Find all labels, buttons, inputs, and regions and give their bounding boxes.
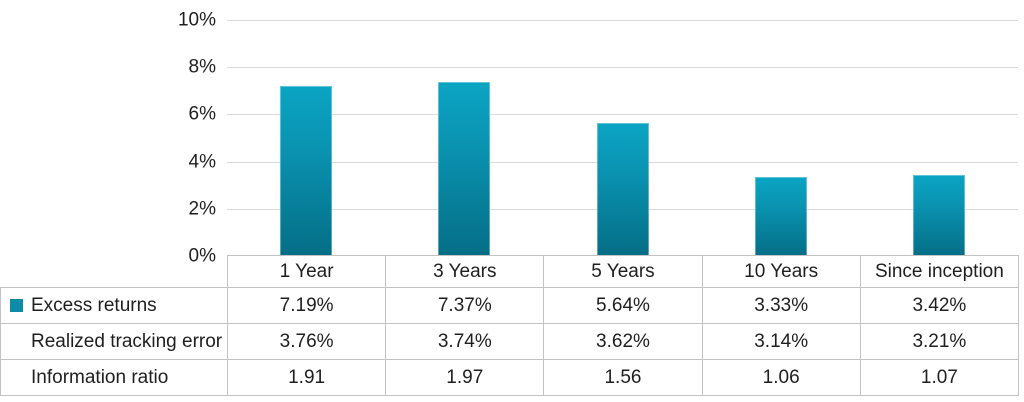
- bar-10-years: [754, 177, 807, 256]
- value-cell: 7.37%: [385, 287, 545, 324]
- gridline: [227, 114, 1018, 116]
- gridline: [227, 67, 1018, 69]
- row-label-cell: Excess returns: [0, 287, 228, 324]
- column-header-cell: 10 Years: [701, 255, 861, 288]
- table-corner-spacer: [1, 256, 228, 288]
- table-row: Information ratio 1.91 1.97 1.56 1.06 1.07: [0, 359, 1020, 396]
- value-cell: 1.56: [543, 359, 703, 396]
- value-cell: 5.64%: [543, 287, 703, 324]
- value-cell: 1.91: [226, 359, 387, 396]
- bar-since-inception: [912, 175, 965, 256]
- data-table: 1 Year 3 Years 5 Years 10 Years Since incept…: [0, 255, 1020, 396]
- y-axis-tick-label: 2%: [188, 198, 216, 220]
- value-cell: 3.33%: [701, 287, 861, 324]
- value-cell: 3.76%: [226, 323, 387, 360]
- value-cell: 3.14%: [701, 323, 861, 360]
- excess-returns-legend-icon: [10, 298, 23, 312]
- bar-3-years: [438, 82, 491, 256]
- y-axis-tick-label: 0%: [188, 245, 216, 267]
- y-axis-tick-label: 8%: [188, 56, 216, 78]
- row-label-cell: Information ratio: [0, 359, 228, 396]
- y-axis-tick-label: 10%: [177, 9, 216, 31]
- y-axis-tick-label: 4%: [188, 151, 216, 173]
- y-axis-tick-label: 6%: [188, 103, 216, 125]
- value-cell: 1.97: [385, 359, 545, 396]
- value-cell: 1.07: [859, 359, 1020, 396]
- value-cell: 1.06: [701, 359, 861, 396]
- value-cell: 3.42%: [859, 287, 1020, 324]
- column-header-cell: 5 Years: [543, 255, 703, 288]
- column-header-cell: 1 Year: [226, 255, 387, 288]
- column-header-cell: 3 Years: [385, 255, 545, 288]
- value-cell: 7.19%: [226, 287, 387, 324]
- column-header-cell: Since inception: [859, 255, 1020, 288]
- gridline: [227, 20, 1018, 21]
- row-label-cell: Realized tracking error: [0, 323, 228, 360]
- value-cell: 3.74%: [385, 323, 545, 360]
- value-cell: 3.62%: [543, 323, 703, 360]
- value-cell: 3.21%: [859, 323, 1020, 360]
- table-row: Excess returns 7.19% 7.37% 5.64% 3.33% 3.42%: [0, 287, 1020, 324]
- table-row: Realized tracking error 3.76% 3.74% 3.62% 3.…: [0, 323, 1020, 360]
- bar-5-years: [596, 122, 649, 256]
- bar-1-year: [280, 86, 333, 256]
- bar-chart: 10% 8% 6% 4% 2% 0%: [177, 9, 1018, 266]
